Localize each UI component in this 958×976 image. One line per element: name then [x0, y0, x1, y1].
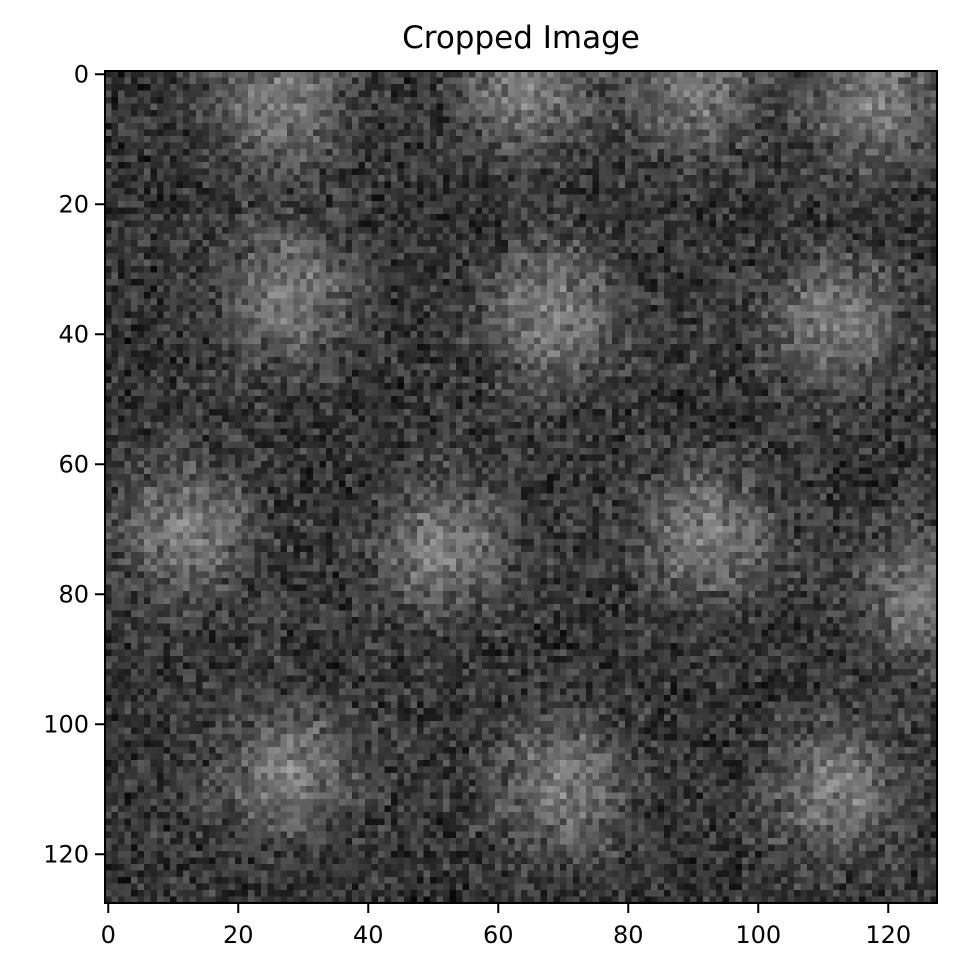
image-heatmap [105, 71, 937, 903]
y-tick-label: 80 [58, 580, 89, 608]
y-tick-label: 20 [58, 190, 89, 218]
y-tick-label: 100 [43, 710, 89, 738]
x-axis-ticks: 0 20 40 60 80 100 120 [101, 903, 911, 949]
chart-title: Cropped Image [402, 20, 640, 56]
axes-frame [104, 70, 938, 904]
y-axis-ticks: 0 20 40 60 80 100 120 [43, 60, 105, 868]
x-tick-label: 20 [223, 921, 254, 949]
y-tick-label: 60 [58, 450, 89, 478]
x-tick-label: 100 [735, 921, 781, 949]
y-tick-label: 0 [74, 60, 89, 88]
y-tick-label: 40 [58, 320, 89, 348]
x-tick-label: 40 [353, 921, 384, 949]
heatmap-image [105, 71, 937, 903]
x-tick-label: 60 [483, 921, 514, 949]
y-tick-label: 120 [43, 840, 89, 868]
x-tick-label: 0 [101, 921, 116, 949]
x-tick-label: 120 [865, 921, 911, 949]
x-tick-label: 80 [613, 921, 644, 949]
